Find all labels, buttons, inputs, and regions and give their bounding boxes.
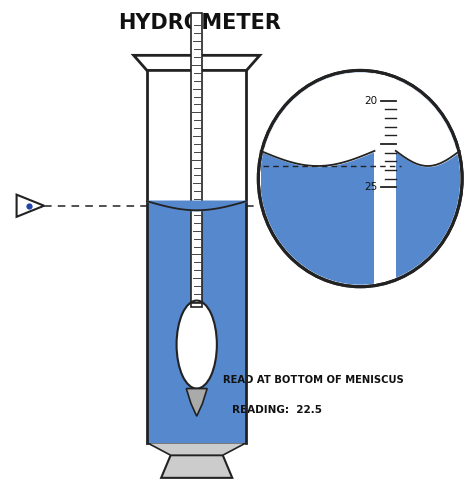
- Polygon shape: [17, 195, 44, 217]
- Bar: [396, 43, 460, 287]
- Bar: [147, 201, 246, 443]
- Text: 25: 25: [365, 182, 378, 192]
- Circle shape: [258, 70, 462, 287]
- Polygon shape: [161, 455, 232, 478]
- Bar: [147, 70, 246, 201]
- Polygon shape: [147, 443, 246, 455]
- Bar: [261, 43, 374, 287]
- Text: READING:  22.5: READING: 22.5: [232, 405, 322, 415]
- Bar: [396, 43, 460, 151]
- Bar: [374, 70, 396, 287]
- Ellipse shape: [176, 301, 217, 388]
- Text: 20: 20: [365, 96, 378, 106]
- Bar: [191, 13, 202, 307]
- Bar: [191, 303, 202, 307]
- Polygon shape: [186, 388, 207, 416]
- Polygon shape: [134, 55, 260, 70]
- Bar: [261, 43, 374, 151]
- Text: READ AT BOTTOM OF MENISCUS: READ AT BOTTOM OF MENISCUS: [223, 375, 403, 385]
- Text: HYDROMETER: HYDROMETER: [118, 13, 281, 33]
